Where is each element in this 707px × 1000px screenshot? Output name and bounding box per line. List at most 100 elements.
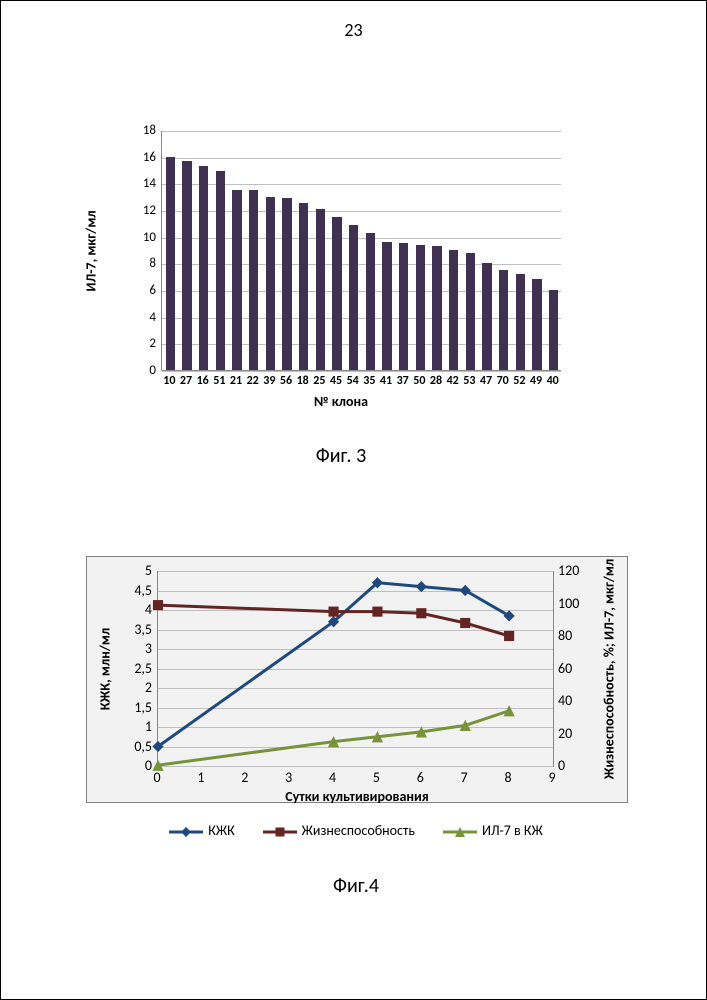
fig4-y-left-tick: 3 — [122, 640, 152, 657]
fig4-legend-item-kjk: КЖК — [169, 822, 234, 839]
fig3-x-tick: 51 — [211, 374, 228, 388]
fig3-bar — [349, 225, 358, 370]
fig4-y-left-tick: 2,5 — [122, 660, 152, 677]
fig4-y-right-tick: 20 — [558, 725, 588, 742]
fig3-bar — [232, 190, 241, 370]
fig3-y-tick: 2 — [131, 336, 156, 351]
fig3-x-tick: 42 — [444, 374, 461, 388]
fig3-x-tick: 50 — [411, 374, 428, 388]
fig4-marker-viab — [372, 607, 382, 617]
fig3-y-tick: 14 — [131, 176, 156, 191]
fig4-marker-viab — [504, 631, 514, 641]
fig3-bar — [282, 198, 291, 370]
fig4-y-left-tick: 3,5 — [122, 621, 152, 638]
fig3-plot-area — [161, 131, 561, 371]
fig3-bar — [199, 166, 208, 370]
fig4-y-right-tick: 0 — [558, 757, 588, 774]
fig3-y-tick: 16 — [131, 150, 156, 165]
bar-chart-fig3: 0246810121416181027165121223956182545543… — [101, 121, 581, 451]
fig3-x-tick: 25 — [311, 374, 328, 388]
fig3-y-tick: 4 — [131, 310, 156, 325]
fig3-bar — [182, 161, 191, 370]
fig4-x-tick: 5 — [366, 769, 386, 786]
fig4-y-left-tick: 0,5 — [122, 738, 152, 755]
fig3-x-tick: 41 — [378, 374, 395, 388]
fig3-bar — [216, 171, 225, 370]
fig3-bar — [299, 203, 308, 370]
fig4-series-svg — [158, 571, 553, 766]
fig3-x-tick: 35 — [361, 374, 378, 388]
fig4-x-tick: 7 — [454, 769, 474, 786]
fig4-caption: Фиг.4 — [86, 874, 626, 898]
fig4-marker-viab — [153, 600, 163, 610]
fig3-x-tick: 39 — [261, 374, 278, 388]
fig3-x-tick: 18 — [294, 374, 311, 388]
fig3-x-tick: 27 — [178, 374, 195, 388]
fig3-x-tick: 22 — [244, 374, 261, 388]
fig3-bar — [532, 279, 541, 370]
fig4-legend: КЖК Жизнеспособность ИЛ-7 в КЖ — [86, 821, 626, 839]
fig3-bar — [482, 263, 491, 370]
fig3-y-tick: 12 — [131, 203, 156, 218]
fig4-panel: 00,511,522,533,544,550204060801001200123… — [86, 556, 628, 803]
fig3-x-tick: 49 — [528, 374, 545, 388]
fig4-y-right-tick: 40 — [558, 692, 588, 709]
fig3-x-tick: 70 — [494, 374, 511, 388]
fig4-x-tick: 3 — [279, 769, 299, 786]
fig4-marker-viab — [460, 618, 470, 628]
fig3-x-tick: 16 — [194, 374, 211, 388]
fig3-bar — [399, 243, 408, 370]
line-chart-fig4: 00,511,522,533,544,550204060801001200123… — [86, 556, 626, 916]
fig3-bar — [416, 245, 425, 370]
fig3-x-tick: 37 — [394, 374, 411, 388]
fig3-x-tick: 28 — [428, 374, 445, 388]
fig3-bar — [266, 197, 275, 370]
fig4-x-tick: 6 — [410, 769, 430, 786]
fig3-x-axis-label: № клона — [101, 393, 581, 410]
fig4-x-tick: 0 — [147, 769, 167, 786]
fig3-bar — [332, 217, 341, 370]
fig3-bar — [366, 233, 375, 370]
fig3-bar — [382, 242, 391, 370]
fig3-bar — [249, 190, 258, 370]
fig4-y-left-label: КЖК, млн/мл — [97, 627, 114, 710]
fig4-y-left-tick: 4 — [122, 601, 152, 618]
fig4-y-left-tick: 1,5 — [122, 699, 152, 716]
fig4-marker-kjk — [416, 581, 427, 592]
fig3-bar — [432, 246, 441, 370]
fig3-bar — [516, 274, 525, 370]
fig4-x-axis-label: Сутки культивирования — [87, 788, 627, 805]
fig3-x-tick: 10 — [161, 374, 178, 388]
fig4-x-tick: 4 — [323, 769, 343, 786]
fig3-bar — [449, 250, 458, 370]
fig4-y-right-tick: 120 — [558, 562, 588, 579]
page-number: 23 — [1, 19, 706, 41]
fig3-x-tick: 56 — [278, 374, 295, 388]
fig4-legend-item-il7: ИЛ-7 в КЖ — [443, 822, 543, 839]
fig4-y-right-tick: 100 — [558, 595, 588, 612]
fig3-y-tick: 6 — [131, 283, 156, 298]
fig3-caption: Фиг. 3 — [101, 444, 581, 468]
fig4-legend-item-viab: Жизнеспособность — [263, 822, 415, 839]
fig3-y-tick: 18 — [131, 123, 156, 138]
fig3-bar — [499, 270, 508, 370]
fig4-y-left-tick: 2 — [122, 679, 152, 696]
fig3-bar — [316, 209, 325, 370]
fig3-x-tick: 40 — [544, 374, 561, 388]
fig4-marker-viab — [416, 608, 426, 618]
fig4-x-tick: 2 — [235, 769, 255, 786]
fig3-x-tick: 21 — [228, 374, 245, 388]
fig4-x-tick: 1 — [191, 769, 211, 786]
fig4-marker-viab — [328, 607, 338, 617]
fig3-y-tick: 10 — [131, 230, 156, 245]
fig4-y-right-tick: 60 — [558, 660, 588, 677]
fig4-y-left-tick: 4,5 — [122, 582, 152, 599]
fig3-x-tick: 47 — [478, 374, 495, 388]
fig3-bar — [166, 157, 175, 370]
fig3-x-tick: 53 — [461, 374, 478, 388]
fig3-y-axis-label: ИЛ-7, мкг/мл — [83, 210, 100, 291]
fig4-x-tick: 8 — [498, 769, 518, 786]
fig3-x-tick: 54 — [344, 374, 361, 388]
fig3-x-tick: 52 — [511, 374, 528, 388]
fig4-y-right-tick: 80 — [558, 627, 588, 644]
